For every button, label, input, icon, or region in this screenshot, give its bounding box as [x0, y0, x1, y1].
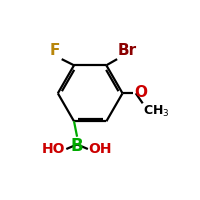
Text: CH$_3$: CH$_3$	[143, 104, 170, 119]
Text: HO: HO	[42, 142, 66, 156]
Text: O: O	[134, 85, 147, 100]
Text: Br: Br	[118, 43, 137, 58]
Text: B: B	[71, 137, 83, 155]
Text: OH: OH	[89, 142, 112, 156]
Text: F: F	[50, 43, 60, 58]
